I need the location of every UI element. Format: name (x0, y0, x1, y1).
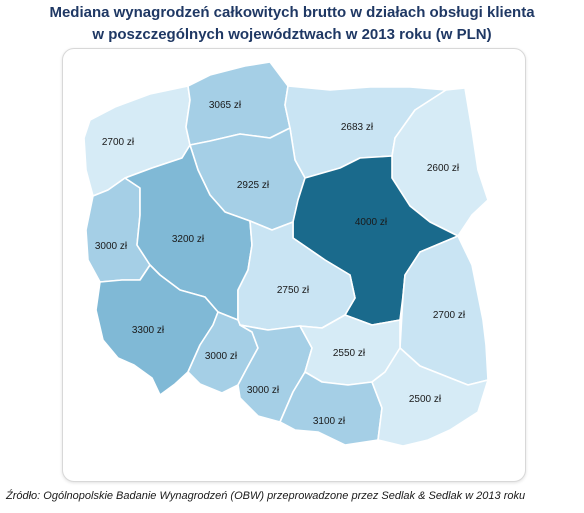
region-podkarpackie[interactable] (371, 347, 489, 447)
label-swietokrzyskie: 2550 zł (333, 348, 366, 359)
label-zachodniopomorskie: 2700 zł (102, 137, 135, 148)
label-lubuskie: 3000 zł (95, 241, 128, 252)
label-dolnoslaskie: 3300 zł (132, 325, 165, 336)
label-kujawsko-pomorskie: 2925 zł (237, 180, 270, 191)
label-malopolskie: 3100 zł (313, 416, 346, 427)
map-title: Mediana wynagrodzeń całkowitych brutto w… (0, 2, 584, 46)
title-line-1: Mediana wynagrodzeń całkowitych brutto w… (49, 4, 535, 21)
label-slaskie: 3000 zł (247, 385, 280, 396)
label-podkarpackie: 2500 zł (409, 394, 442, 405)
source-note: Źródło: Ogólnopolskie Badanie Wynagrodze… (6, 490, 526, 502)
label-mazowieckie: 4000 zł (355, 217, 388, 228)
label-podlaskie: 2600 zł (427, 163, 460, 174)
title-line-2: w poszczególnych województwach w 2013 ro… (92, 26, 492, 43)
label-wielkopolskie: 3200 zł (172, 234, 205, 245)
label-warminsko-mazurskie: 2683 zł (341, 122, 374, 133)
label-lubelskie: 2700 zł (433, 310, 466, 321)
label-pomorskie: 3065 zł (209, 100, 242, 111)
label-opolskie: 3000 zł (205, 351, 238, 362)
label-lodzkie: 2750 zł (277, 285, 310, 296)
region-malopolskie[interactable] (279, 371, 383, 446)
